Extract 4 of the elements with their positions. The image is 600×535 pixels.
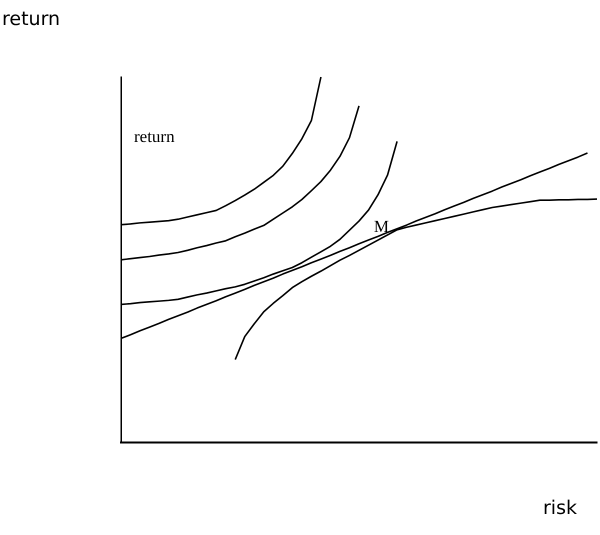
annotation: return xyxy=(134,126,176,146)
y-axis-title: return xyxy=(2,8,60,30)
x-axis-title: risk xyxy=(543,497,577,519)
annotation: M xyxy=(374,216,389,236)
